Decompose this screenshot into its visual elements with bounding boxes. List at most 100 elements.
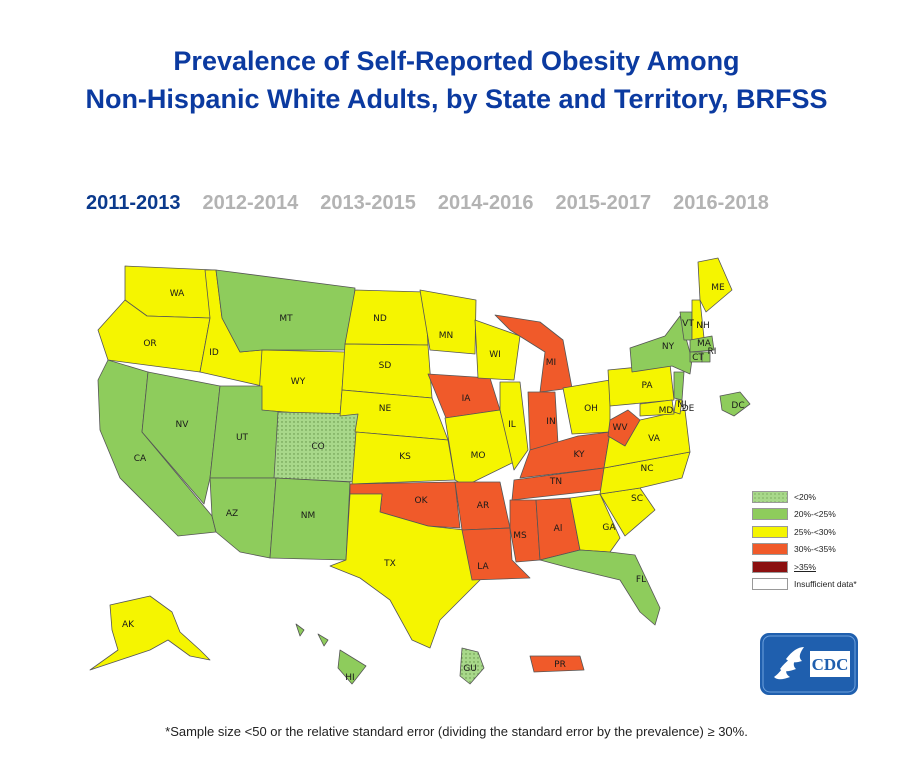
legend-label-insufficient: Insufficient data* xyxy=(794,579,857,590)
tab-2016-2018[interactable]: 2016-2018 xyxy=(673,192,769,214)
state-label-ri: RI xyxy=(708,347,717,357)
state-label-oh: OH xyxy=(584,404,598,414)
state-label-tn: TN xyxy=(549,477,562,487)
state-label-ny: NY xyxy=(662,342,675,352)
legend-swatch-25to30 xyxy=(752,525,788,538)
state-label-de: DE xyxy=(682,404,695,414)
state-label-hi: HI xyxy=(345,673,354,683)
state-tx[interactable] xyxy=(329,493,481,649)
state-ga[interactable] xyxy=(569,493,621,553)
state-label-or: OR xyxy=(143,339,156,349)
legend-label-25to30: 25%-<30% xyxy=(794,526,836,537)
cdc-logo: CDC xyxy=(760,633,858,695)
state-label-la: LA xyxy=(477,562,489,572)
state-ri[interactable] xyxy=(701,351,711,363)
state-label-wa: WA xyxy=(170,289,185,299)
hhs-eagle-icon xyxy=(774,647,804,680)
state-label-il: IL xyxy=(508,420,516,430)
legend-item-30to35: 30%-<35% xyxy=(752,541,902,559)
state-ma[interactable] xyxy=(689,335,715,353)
state-label-gu: GU xyxy=(463,664,477,674)
legend-label-lt20: <20% xyxy=(794,491,816,502)
legend-swatch-insufficient xyxy=(752,578,788,591)
state-nv[interactable] xyxy=(141,371,221,505)
state-ak[interactable] xyxy=(89,595,211,671)
state-ny[interactable] xyxy=(629,315,693,375)
state-az[interactable] xyxy=(209,477,277,559)
tab-2011-2013[interactable]: 2011-2013 xyxy=(86,192,181,214)
state-label-nd: ND xyxy=(373,314,387,324)
state-wv[interactable] xyxy=(607,409,641,447)
state-mt[interactable] xyxy=(215,269,356,353)
state-label-co: CO xyxy=(311,442,324,452)
state-label-nj: NJ xyxy=(677,400,686,410)
tab-2012-2014[interactable]: 2012-2014 xyxy=(202,192,299,214)
legend-swatch-20to25 xyxy=(752,508,788,521)
state-label-nc: NC xyxy=(640,464,653,474)
legend-swatch-30to35 xyxy=(752,543,788,556)
state-label-al: Al xyxy=(554,524,563,534)
state-sd[interactable] xyxy=(341,343,433,399)
state-label-wy: WY xyxy=(291,377,306,387)
chart-title: Prevalence of Self-Reported Obesity Amon… xyxy=(0,42,913,118)
state-label-ky: KY xyxy=(573,450,585,460)
state-label-tx: TX xyxy=(383,559,396,569)
legend-item-gte35: >35% xyxy=(752,558,902,576)
state-label-id: ID xyxy=(209,348,219,358)
state-mn[interactable] xyxy=(419,289,477,355)
state-label-nh: NH xyxy=(696,321,710,331)
legend-swatch-gte35 xyxy=(752,560,788,573)
state-hi[interactable] xyxy=(295,623,367,685)
state-label-mn: MN xyxy=(439,331,454,341)
state-label-va: VA xyxy=(648,434,661,444)
legend: <20% 20%-<25% 25%-<30% 30%-<35% >35% Ins… xyxy=(752,488,902,593)
state-mi[interactable] xyxy=(494,314,573,393)
state-label-md: MD xyxy=(659,406,674,416)
state-il[interactable] xyxy=(499,381,529,471)
cdc-logo-text: CDC xyxy=(812,655,849,674)
state-label-ne: NE xyxy=(379,404,392,414)
state-ne[interactable] xyxy=(339,389,449,441)
state-label-in: IN xyxy=(546,417,555,427)
state-label-ms: MS xyxy=(513,531,527,541)
legend-item-20to25: 20%-<25% xyxy=(752,506,902,524)
state-pr[interactable] xyxy=(529,655,585,673)
legend-label-gte35: >35% xyxy=(794,561,816,572)
state-label-ct: CT xyxy=(692,353,704,363)
state-label-mi: MI xyxy=(546,358,556,368)
state-label-nm: NM xyxy=(301,511,316,521)
state-nj[interactable] xyxy=(673,371,685,401)
tab-2013-2015[interactable]: 2013-2015 xyxy=(320,192,416,214)
state-label-ma: MA xyxy=(697,339,712,349)
state-ms[interactable] xyxy=(509,499,541,563)
state-label-ar: AR xyxy=(477,501,489,511)
state-label-ks: KS xyxy=(399,452,411,462)
state-label-pa: PA xyxy=(641,381,653,391)
state-label-mo: MO xyxy=(471,451,486,461)
state-wi[interactable] xyxy=(474,319,521,381)
state-me[interactable] xyxy=(697,257,733,313)
state-label-ia: IA xyxy=(462,394,472,404)
state-dc[interactable] xyxy=(719,391,751,417)
year-tabs: 2011-2013 2012-2014 2013-2015 2014-2016 … xyxy=(86,192,846,215)
state-la[interactable] xyxy=(461,527,531,581)
state-label-vt: VT xyxy=(682,319,694,329)
state-label-wi: WI xyxy=(489,350,501,360)
title-line-2: Non-Hispanic White Adults, by State and … xyxy=(85,84,828,114)
state-label-mt: MT xyxy=(279,314,293,324)
tab-2015-2017[interactable]: 2015-2017 xyxy=(555,192,652,214)
state-de[interactable] xyxy=(673,399,683,415)
state-mo[interactable] xyxy=(444,409,515,487)
tab-2014-2016[interactable]: 2014-2016 xyxy=(437,192,534,214)
legend-item-insufficient: Insufficient data* xyxy=(752,576,902,594)
state-fl[interactable] xyxy=(539,549,661,626)
state-label-me: ME xyxy=(711,283,725,293)
state-label-wv: WV xyxy=(612,423,628,433)
state-md[interactable] xyxy=(639,399,675,417)
state-label-sc: SC xyxy=(631,494,643,504)
state-label-dc: DC xyxy=(731,401,744,411)
state-label-ga: GA xyxy=(602,523,616,533)
state-gu[interactable] xyxy=(459,647,485,685)
legend-swatch-lt20 xyxy=(752,490,788,503)
